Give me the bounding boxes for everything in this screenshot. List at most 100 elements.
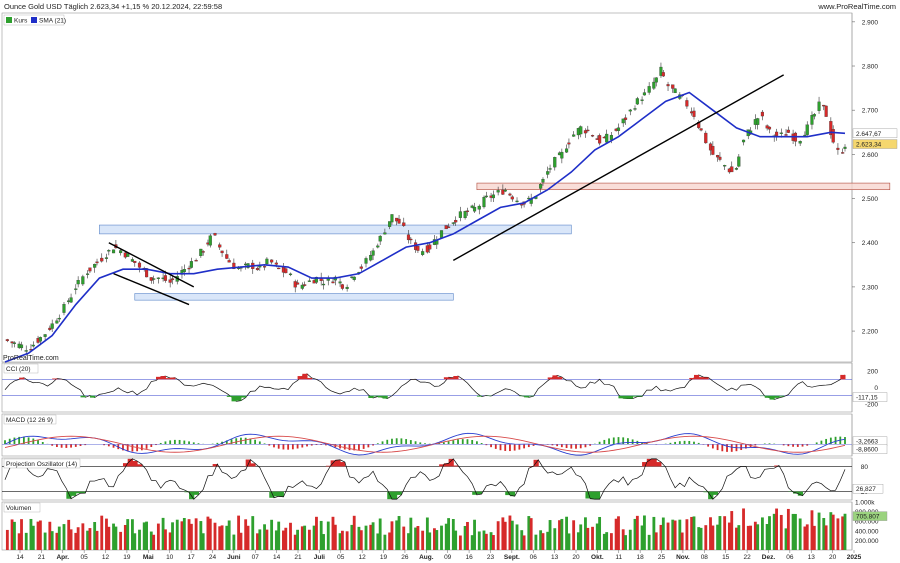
candle-up xyxy=(352,276,356,280)
x-tick-label: 21 xyxy=(294,554,302,561)
cci-under xyxy=(368,395,374,398)
candle-up xyxy=(19,344,24,349)
candle-down xyxy=(567,142,571,145)
macd-histogram-bar xyxy=(792,444,794,447)
volume-bar xyxy=(218,526,222,550)
candle-down xyxy=(671,84,675,89)
x-tick-label: 21 xyxy=(38,554,46,561)
volume-bar xyxy=(274,530,278,550)
candle-up xyxy=(86,273,90,275)
candle-up xyxy=(208,235,212,246)
volume-bar xyxy=(48,521,52,550)
price-label-0: 2.647,67 xyxy=(856,131,882,138)
candle-up xyxy=(300,284,304,289)
volume-bar xyxy=(397,516,401,550)
cci-under xyxy=(774,395,780,398)
macd-histogram-bar xyxy=(438,443,441,445)
volume-bar xyxy=(378,518,382,550)
macd-histogram-bar xyxy=(282,444,285,450)
macd-histogram-bar xyxy=(754,444,757,446)
volume-bar xyxy=(640,525,644,550)
volume-bar xyxy=(119,531,123,550)
cci-over xyxy=(693,374,700,380)
x-tick-label: 25 xyxy=(658,554,666,561)
volume-bar xyxy=(86,530,89,550)
x-tick-label: 26 xyxy=(401,554,409,561)
proj-under xyxy=(269,491,275,498)
macd-histogram-bar xyxy=(367,444,370,448)
candle-down xyxy=(786,129,790,133)
candle-up xyxy=(616,127,621,131)
macd-histogram-bar xyxy=(400,438,403,445)
volume-bar xyxy=(407,533,410,550)
proj-over xyxy=(443,463,450,467)
candle-up xyxy=(560,151,564,159)
volume-bar xyxy=(440,525,443,550)
macd-histogram-bar xyxy=(301,444,304,448)
macd-histogram-bar xyxy=(32,438,35,445)
macd-histogram-bar xyxy=(216,442,219,445)
candle-down xyxy=(718,156,722,160)
proj-under xyxy=(184,491,190,493)
volume-bar xyxy=(784,528,788,550)
macd-histogram-bar xyxy=(244,437,247,445)
cci-under xyxy=(236,395,242,401)
macd-histogram-bar xyxy=(839,436,842,445)
volume-bar xyxy=(458,535,462,550)
macd-histogram-bar xyxy=(254,439,257,445)
x-tick-label: 22 xyxy=(743,554,751,561)
sma-line xyxy=(4,91,846,363)
volume-bar xyxy=(168,532,172,550)
volume-bar xyxy=(482,530,486,550)
macd-histogram-bar xyxy=(480,443,483,445)
cci-tick-label: 200 xyxy=(867,369,878,376)
macd-line xyxy=(4,432,846,456)
volume-bar xyxy=(824,525,828,550)
site-link[interactable]: www.ProRealTime.com xyxy=(818,2,896,11)
volume-bar xyxy=(258,529,262,550)
volume-bar xyxy=(595,523,599,550)
proj-over xyxy=(127,458,133,467)
volume-bar xyxy=(307,529,311,550)
volume-bar xyxy=(289,522,292,550)
volume-bar xyxy=(164,529,167,550)
volume-bar xyxy=(395,520,399,550)
macd-histogram-bar xyxy=(711,444,714,449)
candle-up xyxy=(390,214,394,223)
macd-histogram-bar xyxy=(74,444,77,447)
volume-bar xyxy=(567,533,571,550)
candle-up xyxy=(189,261,193,268)
macd-histogram-bar xyxy=(310,444,313,446)
candle-down xyxy=(510,196,514,200)
macd-histogram-bar xyxy=(617,437,620,445)
cci-under xyxy=(764,395,770,398)
candle-down xyxy=(831,129,835,143)
volume-bar xyxy=(338,533,342,550)
volume-bar xyxy=(666,522,670,550)
macd-histogram-bar xyxy=(801,444,804,447)
candle-up xyxy=(805,124,809,135)
price-tick-label: 2.300 xyxy=(862,284,879,291)
volume-bar xyxy=(643,515,646,550)
candle-down xyxy=(822,104,826,107)
candle-up xyxy=(482,197,486,208)
candle-up xyxy=(326,278,330,281)
candle-down xyxy=(137,262,142,268)
candle-down xyxy=(5,339,9,342)
cci-under xyxy=(373,395,379,397)
x-tick-label: Aug. xyxy=(419,554,434,561)
proj-under xyxy=(505,491,511,496)
volume-bar xyxy=(187,519,191,550)
macd-histogram-bar xyxy=(173,439,176,445)
volume-bar xyxy=(716,524,719,550)
volume-bar xyxy=(322,534,325,550)
macd-histogram-bar xyxy=(669,442,672,445)
volume-bar xyxy=(503,521,507,550)
volume-bar xyxy=(409,517,413,550)
volume-bar xyxy=(749,525,753,550)
cci-under xyxy=(80,395,86,398)
x-tick-label: 07 xyxy=(252,554,260,561)
cci-over xyxy=(698,377,704,380)
macd-histogram-bar xyxy=(235,438,238,445)
volume-bar xyxy=(617,516,620,550)
